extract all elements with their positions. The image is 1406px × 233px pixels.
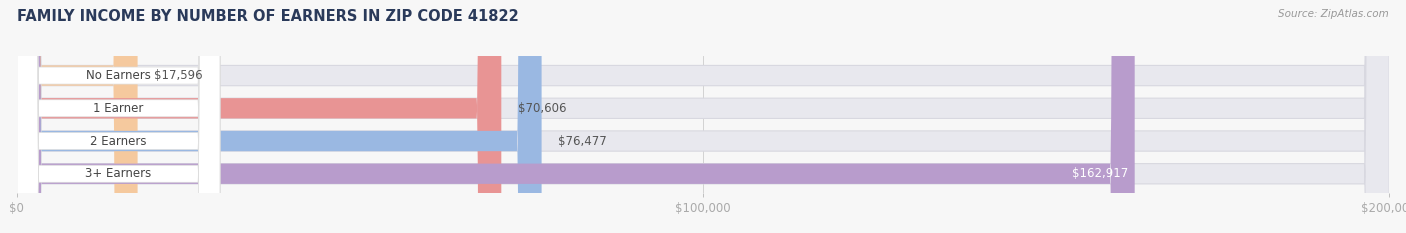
- FancyBboxPatch shape: [17, 0, 219, 233]
- FancyBboxPatch shape: [17, 0, 541, 233]
- Text: $76,477: $76,477: [558, 134, 607, 147]
- FancyBboxPatch shape: [17, 0, 138, 233]
- Text: 3+ Earners: 3+ Earners: [86, 167, 152, 180]
- Text: $162,917: $162,917: [1071, 167, 1128, 180]
- Text: No Earners: No Earners: [86, 69, 150, 82]
- FancyBboxPatch shape: [17, 0, 219, 233]
- FancyBboxPatch shape: [17, 0, 1389, 233]
- Text: 1 Earner: 1 Earner: [93, 102, 143, 115]
- FancyBboxPatch shape: [17, 0, 1389, 233]
- FancyBboxPatch shape: [17, 0, 219, 233]
- Text: FAMILY INCOME BY NUMBER OF EARNERS IN ZIP CODE 41822: FAMILY INCOME BY NUMBER OF EARNERS IN ZI…: [17, 9, 519, 24]
- FancyBboxPatch shape: [17, 0, 1389, 233]
- FancyBboxPatch shape: [17, 0, 502, 233]
- Text: 2 Earners: 2 Earners: [90, 134, 146, 147]
- FancyBboxPatch shape: [17, 0, 219, 233]
- Text: $17,596: $17,596: [155, 69, 202, 82]
- FancyBboxPatch shape: [17, 0, 1135, 233]
- Text: $70,606: $70,606: [517, 102, 567, 115]
- FancyBboxPatch shape: [17, 0, 1389, 233]
- Text: Source: ZipAtlas.com: Source: ZipAtlas.com: [1278, 9, 1389, 19]
